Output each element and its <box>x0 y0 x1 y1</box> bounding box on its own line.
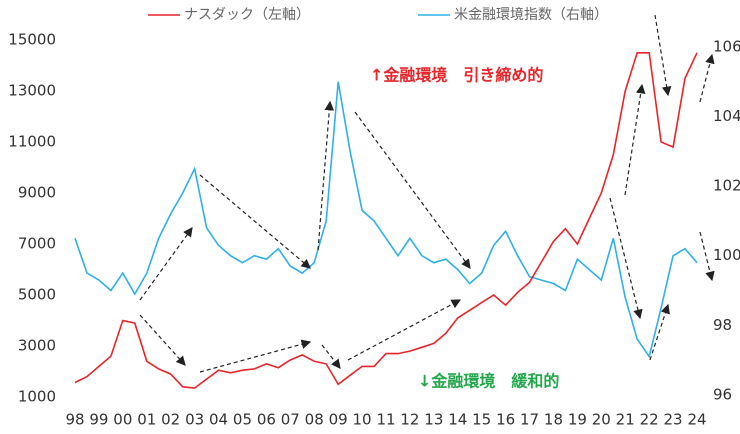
x-tick-label: 16 <box>496 411 515 429</box>
x-tick-label: 98 <box>65 411 84 429</box>
series-line <box>74 52 698 389</box>
x-tick-label: 06 <box>257 411 276 429</box>
x-tick-label: 15 <box>472 411 491 429</box>
x-tick-label: 00 <box>113 411 132 429</box>
y-tick-label: 3000 <box>18 337 56 355</box>
x-tick-label: 22 <box>640 411 659 429</box>
series-line <box>74 81 698 359</box>
annotation: ↑金融環境 引き締め的 <box>370 66 543 85</box>
x-tick-label: 10 <box>353 411 372 429</box>
y-tick-label: 7000 <box>18 235 56 253</box>
arrows <box>139 14 715 373</box>
y-tick-label: 13000 <box>8 82 56 100</box>
y2-tick-label: 104 <box>713 107 740 125</box>
x-tick-label: 21 <box>616 411 635 429</box>
x-tick-label: 24 <box>687 411 706 429</box>
x-tick-label: 09 <box>329 411 348 429</box>
x-tick-label: 99 <box>89 411 108 429</box>
x-tick-label: 11 <box>376 411 395 429</box>
legend: ナスダック（左軸） 米金融環境指数（右軸） <box>148 7 608 23</box>
y2-tick-label: 96 <box>713 385 732 403</box>
x-tick-label: 05 <box>233 411 252 429</box>
y2-tick-label: 98 <box>713 316 732 334</box>
x-tick-label: 01 <box>137 411 156 429</box>
y-tick-label: 9000 <box>18 184 56 202</box>
x-tick-label: 19 <box>568 411 587 429</box>
x-tick-label: 17 <box>520 411 539 429</box>
y2-tick-label: 102 <box>713 177 740 195</box>
legend-label: ナスダック（左軸） <box>184 7 310 23</box>
x-tick-label: 23 <box>664 411 683 429</box>
y-tick-label: 11000 <box>8 133 56 151</box>
y-tick-label: 15000 <box>8 31 56 49</box>
y-tick-label: 1000 <box>18 388 56 406</box>
x-tick-label: 02 <box>161 411 180 429</box>
x-tick-label: 03 <box>185 411 204 429</box>
y-tick-label: 5000 <box>18 286 56 304</box>
x-tick-label: 20 <box>592 411 611 429</box>
x-tick-label: 07 <box>281 411 300 429</box>
x-tick-label: 04 <box>209 411 228 429</box>
x-tick-label: 08 <box>305 411 324 429</box>
annotation: ↓金融環境 緩和的 <box>418 372 559 391</box>
x-tick-label: 14 <box>448 411 467 429</box>
x-tick-label: 12 <box>400 411 419 429</box>
y2-tick-label: 106 <box>713 37 740 55</box>
x-tick-label: 18 <box>544 411 563 429</box>
x-tick-label: 13 <box>424 411 443 429</box>
legend-label: 米金融環境指数（右軸） <box>454 7 608 23</box>
y2-tick-label: 100 <box>713 246 740 264</box>
